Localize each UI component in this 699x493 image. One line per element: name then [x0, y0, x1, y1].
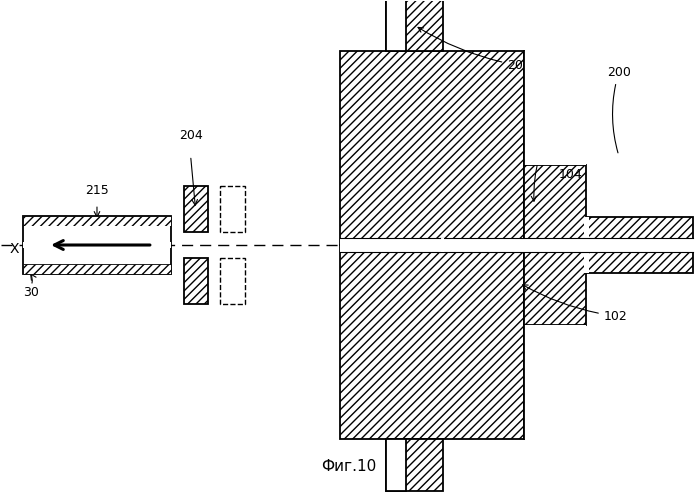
Bar: [220, 258, 245, 304]
Bar: [524, 51, 586, 166]
Text: 202: 202: [418, 28, 531, 72]
Bar: [435, 238, 698, 252]
Text: 102': 102': [529, 139, 556, 201]
Text: 204: 204: [179, 129, 203, 141]
Bar: [23, 216, 171, 226]
Bar: [386, 0, 405, 51]
Bar: [23, 264, 171, 274]
Bar: [440, 217, 693, 273]
Bar: [524, 245, 586, 324]
Text: Фиг.10: Фиг.10: [322, 459, 377, 474]
Bar: [524, 166, 586, 245]
Bar: [386, 439, 405, 491]
Bar: [584, 217, 589, 273]
Text: 30: 30: [23, 286, 39, 299]
Bar: [386, 0, 443, 51]
Bar: [23, 242, 171, 248]
Bar: [340, 51, 524, 245]
Bar: [24, 226, 170, 264]
Bar: [340, 238, 445, 252]
Bar: [340, 245, 524, 439]
Bar: [23, 216, 171, 274]
Text: 200: 200: [607, 66, 630, 153]
Text: 104: 104: [559, 169, 583, 181]
Bar: [220, 186, 245, 232]
Text: X': X': [681, 242, 694, 256]
Bar: [524, 324, 586, 439]
Text: X: X: [9, 242, 19, 256]
Bar: [184, 258, 208, 304]
Bar: [386, 439, 443, 491]
Text: 102: 102: [523, 285, 628, 322]
Bar: [184, 186, 208, 232]
Text: 215: 215: [85, 184, 109, 197]
